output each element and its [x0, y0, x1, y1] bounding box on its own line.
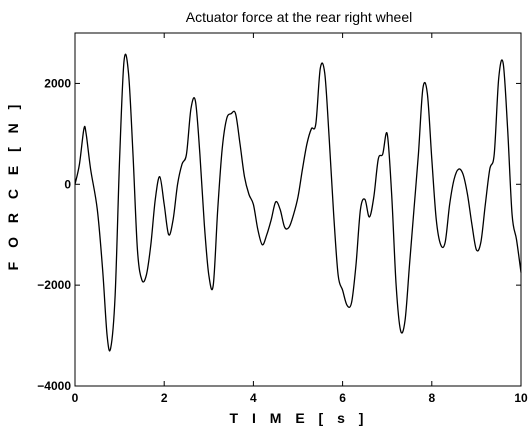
chart-title: Actuator force at the rear right wheel — [186, 9, 412, 25]
y-tick-label: −4000 — [37, 379, 71, 393]
series-line — [74, 53, 522, 352]
x-tick-label: 2 — [161, 391, 168, 405]
y-tick-label: 0 — [64, 177, 71, 191]
x-axis-label: T I M E [ s ] — [230, 410, 369, 426]
y-tick-label: −2000 — [37, 278, 71, 292]
plot-frame — [74, 32, 522, 387]
y-tick-label: 2000 — [44, 76, 71, 90]
x-tick-label: 4 — [250, 391, 257, 405]
x-tick-label: 0 — [72, 391, 79, 405]
y-axis-label: F O R C E [ N ] — [5, 100, 21, 271]
plot-area: 0 2 4 6 8 10 −4000 −2000 0 2000 — [37, 32, 528, 405]
x-tick-label: 10 — [514, 391, 528, 405]
x-tick-label: 8 — [428, 391, 435, 405]
x-tick-label: 6 — [339, 391, 346, 405]
